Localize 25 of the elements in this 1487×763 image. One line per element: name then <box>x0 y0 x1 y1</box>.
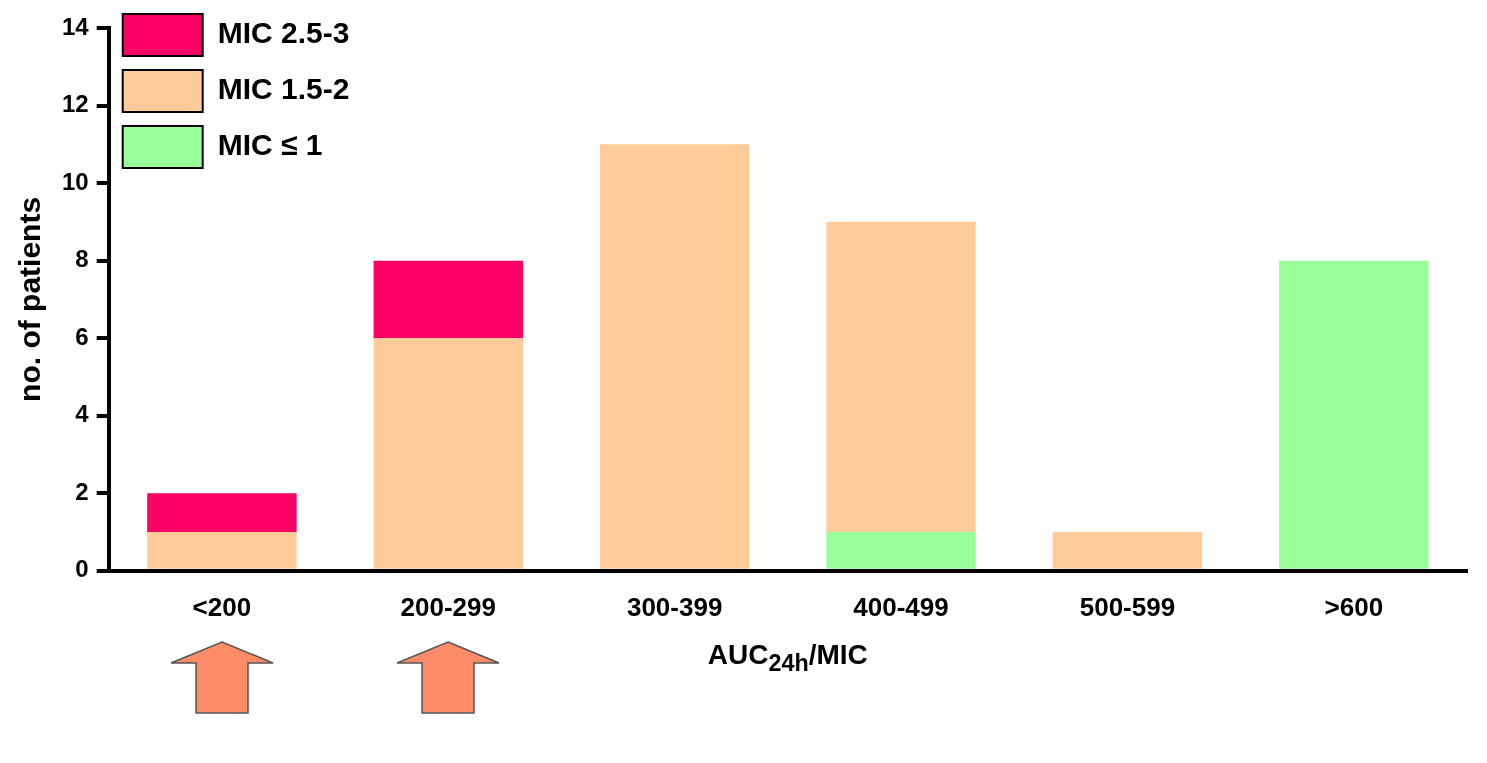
x-axis-title: AUC$_{24h}$/MIC <box>707 638 868 677</box>
x-tick-label: 500-599 <box>1079 591 1176 622</box>
y-tick-label: 10 <box>61 167 89 195</box>
y-axis-title: no. of patients <box>13 196 47 402</box>
bar <box>147 532 297 569</box>
y-tick-label: 2 <box>75 477 89 505</box>
bar <box>1279 260 1429 569</box>
x-tick-label: 200-299 <box>400 591 496 622</box>
x-tick-label: 400-499 <box>853 591 949 622</box>
y-tick-label: 8 <box>75 245 89 273</box>
legend-label: MIC ≤ 1 <box>217 128 323 162</box>
x-tick-label: 300-399 <box>626 591 723 622</box>
bar <box>599 144 750 569</box>
x-tick-label: <200 <box>192 591 252 622</box>
bar <box>826 532 976 569</box>
x-tick-label: >600 <box>1324 591 1384 622</box>
y-tick-label: 6 <box>75 322 89 350</box>
legend-label: MIC 1.5-2 <box>217 72 350 106</box>
y-tick-label: 0 <box>75 555 89 583</box>
bar <box>373 338 523 569</box>
y-tick-label: 4 <box>75 400 90 428</box>
y-tick-label: 12 <box>61 90 89 118</box>
bar <box>1052 532 1203 569</box>
legend-label: MIC 2.5-3 <box>217 16 350 50</box>
y-tick-label: 14 <box>61 12 90 40</box>
